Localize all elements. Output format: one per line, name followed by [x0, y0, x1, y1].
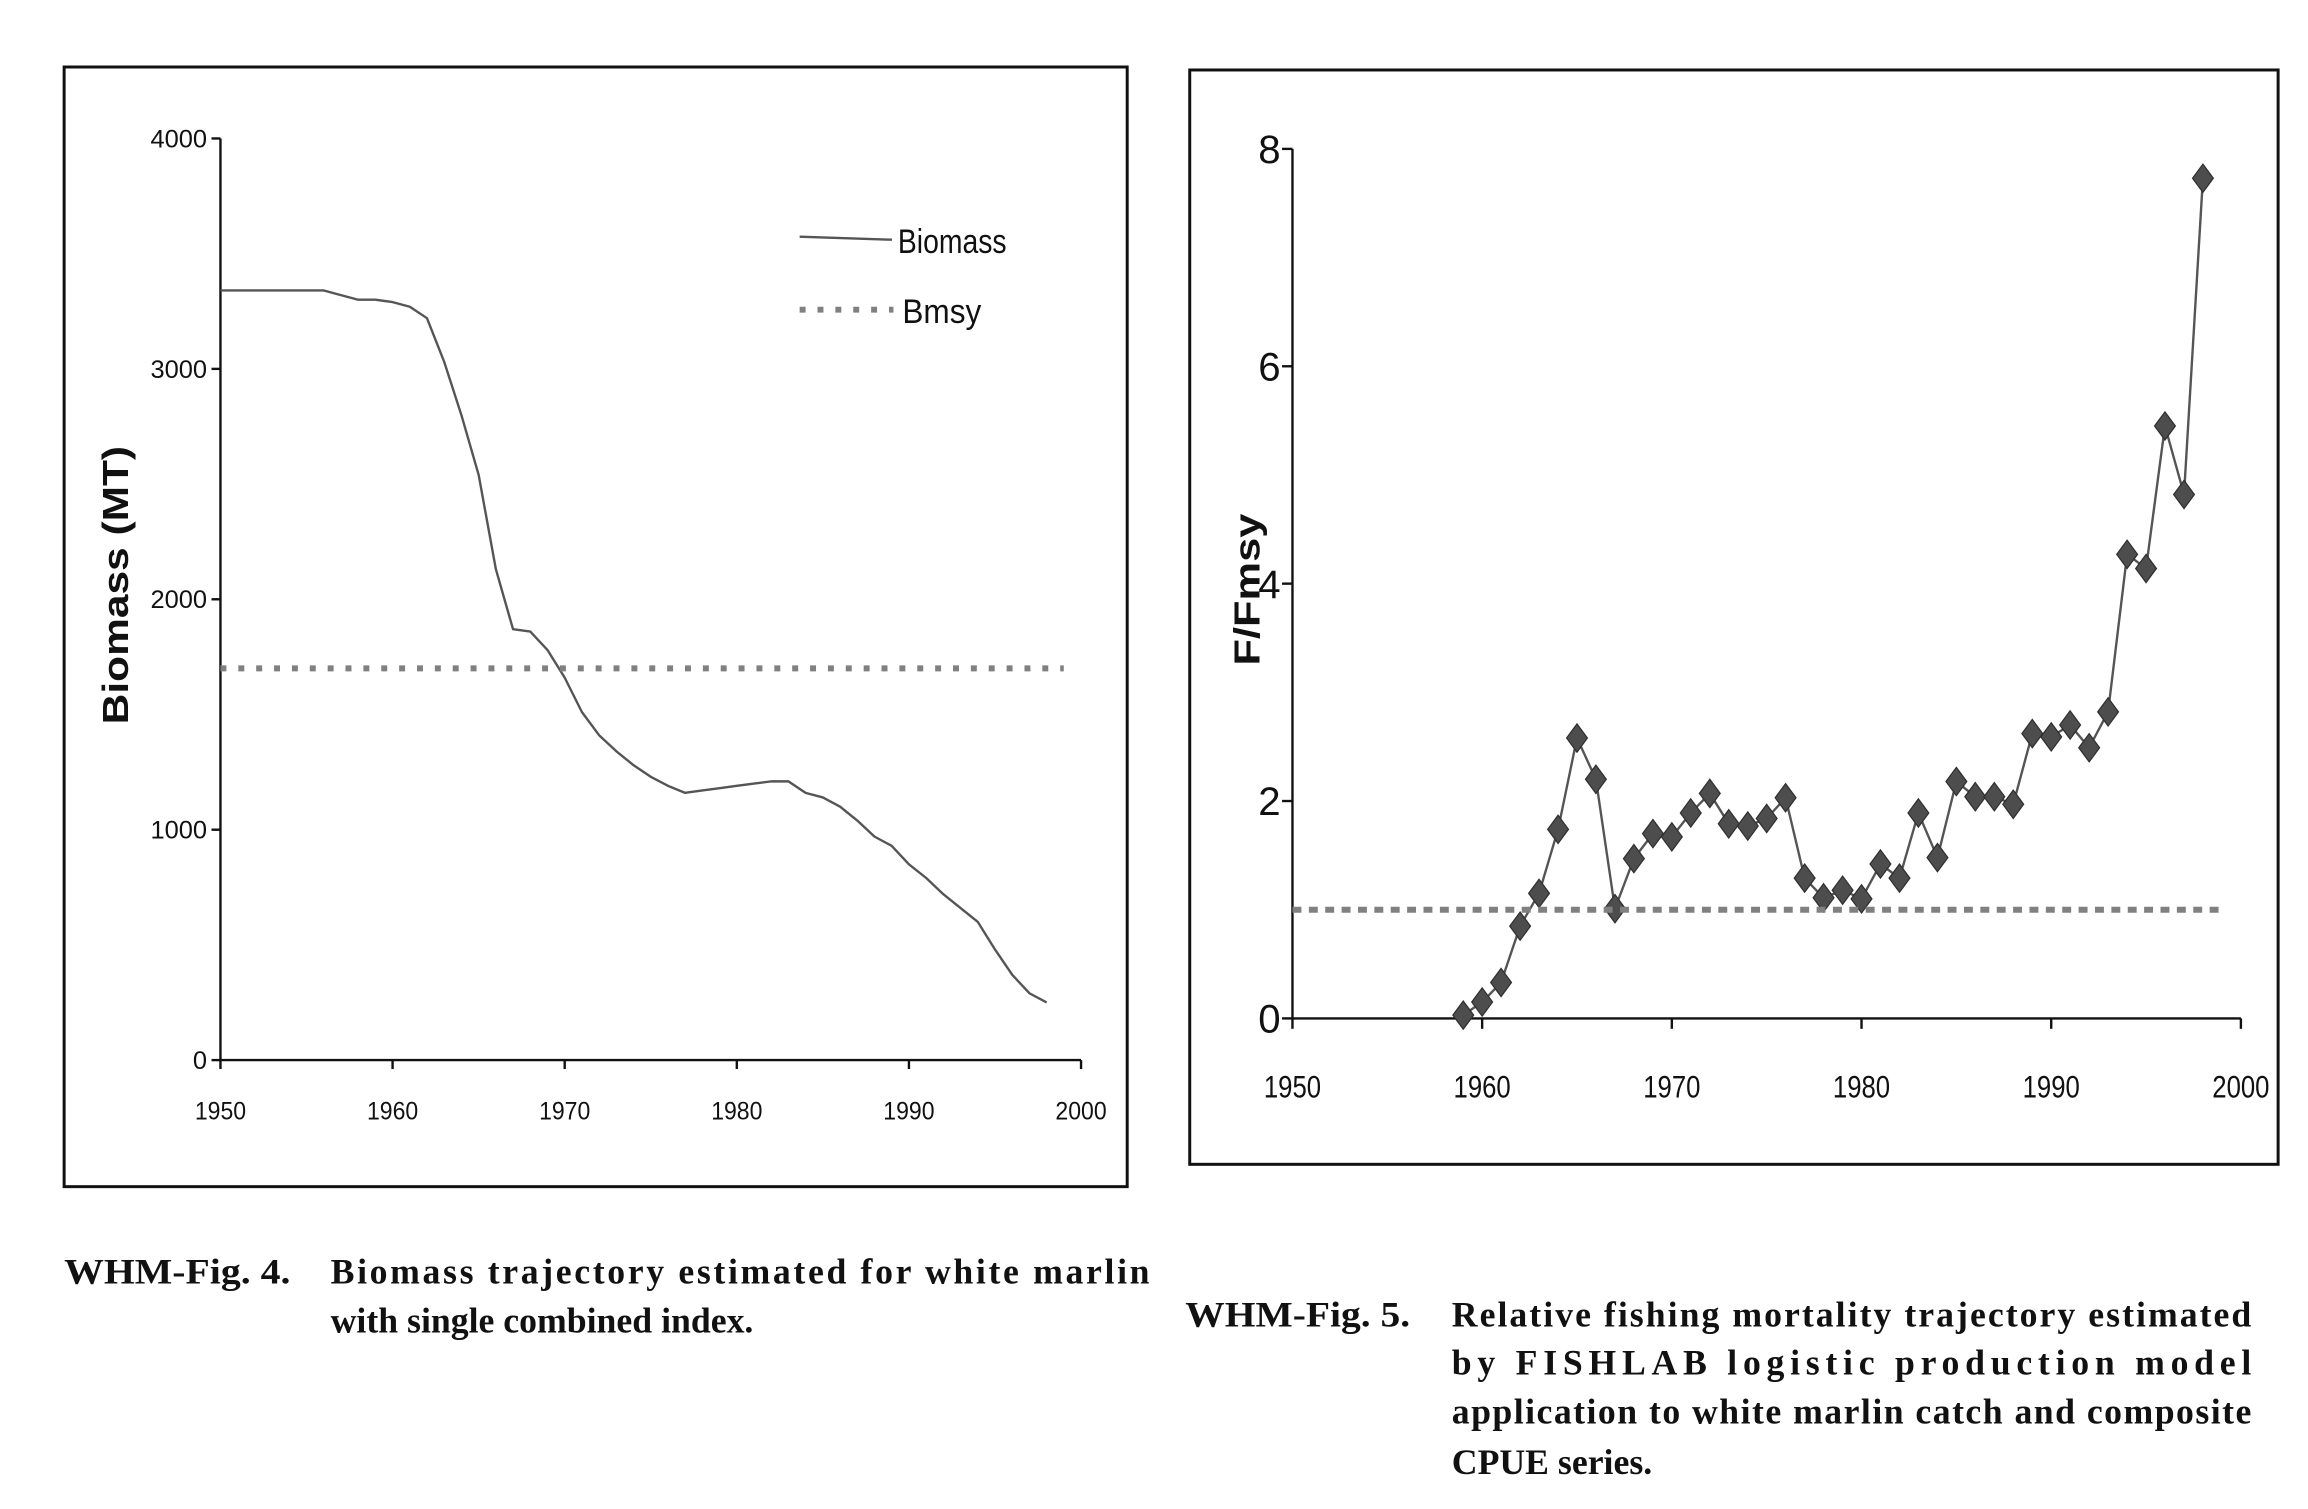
- y-tick-label: 4000: [150, 125, 207, 153]
- caption-line: CPUE series.: [1452, 1442, 1652, 1482]
- f-fmsy-line: [1462, 178, 2205, 1017]
- x-tick-label: 2000: [2212, 1069, 2269, 1104]
- data-point-marker: [1698, 778, 1721, 809]
- data-point-marker: [1622, 843, 1646, 874]
- data-point-marker: [1907, 797, 1930, 829]
- figure-4-caption: WHM-Fig. 4. Biomass trajectory estimated…: [64, 1251, 1150, 1340]
- legend-bmsy-label: Bmsy: [902, 293, 982, 331]
- y-tick-label: 2: [1258, 779, 1280, 824]
- caption-line: with single combined index.: [331, 1301, 754, 1341]
- data-point-marker: [2040, 721, 2063, 753]
- y-tick-label: 0: [1258, 997, 1280, 1042]
- y-tick-label: 6: [1258, 344, 1280, 389]
- legend-biomass-label: Biomass: [898, 223, 1007, 261]
- data-point-marker: [1584, 764, 1608, 795]
- chart-frame: [1188, 68, 2280, 1166]
- data-point-marker: [2002, 789, 2025, 820]
- data-point-marker: [1660, 821, 1684, 853]
- figure-4-panel: 4000 3000 2000 1000 0 1950 1960 1970 1980 1990 200…: [62, 65, 1129, 1189]
- caption-line: Biomass trajectory estimated for white m…: [331, 1251, 1150, 1291]
- y-tick-label: 1000: [150, 817, 207, 845]
- biomass-line: [220, 289, 1048, 1004]
- y-axis-title: Biomass (MT): [96, 446, 136, 724]
- data-point-marker: [1888, 863, 1911, 894]
- x-tick-label: 1970: [539, 1098, 590, 1126]
- data-point-marker: [1736, 810, 1759, 842]
- data-point-marker: [1565, 722, 1589, 754]
- legend-biomass-swatch: [799, 235, 892, 241]
- y-tick-label: 0: [193, 1047, 207, 1075]
- data-point-marker: [1926, 842, 1949, 873]
- x-tick-label: 1990: [2023, 1069, 2080, 1104]
- data-point-marker: [2078, 732, 2101, 763]
- data-point-marker: [1452, 999, 1475, 1031]
- x-tick-label: 1970: [1643, 1069, 1700, 1104]
- biomass-plot-area: 4000 3000 2000 1000 0 1950 1960 1970 1980 1990 200…: [150, 125, 1106, 1125]
- x-tick-label: 1980: [1833, 1069, 1890, 1104]
- data-point-marker: [2058, 709, 2082, 741]
- data-point-marker: [2153, 410, 2177, 442]
- figure-4-label: WHM-Fig. 4.: [64, 1251, 290, 1291]
- x-tick-label: 1960: [367, 1098, 418, 1126]
- y-axis-title: F/Fmsy: [1228, 514, 1268, 666]
- x-tick-label: 1950: [195, 1098, 246, 1126]
- figure-5-label: WHM-Fig. 5.: [1185, 1295, 1410, 1335]
- data-point-marker: [1869, 848, 1892, 880]
- figure-5-panel: 8 6 4 2 0 1950 1960 1970 1980 1990 2000 F/Fmsy: [1188, 68, 2280, 1166]
- data-point-marker: [1831, 875, 1854, 906]
- data-point-marker: [1641, 818, 1665, 849]
- x-tick-label: 1960: [1454, 1069, 1511, 1104]
- data-point-marker: [1983, 781, 2006, 812]
- caption-line: application to white marlin catch and co…: [1452, 1391, 2252, 1431]
- legend: Biomass Bmsy: [799, 223, 1007, 331]
- data-point-marker: [2191, 163, 2215, 194]
- data-point-marker: [1717, 808, 1740, 839]
- data-point-marker: [2115, 539, 2139, 570]
- data-point-marker: [1793, 863, 1816, 894]
- x-tick-label: 2000: [1055, 1098, 1106, 1126]
- f-fmsy-plot-area: 8 6 4 2 0 1950 1960 1970 1980 1990 2000: [1258, 127, 2269, 1104]
- data-point-marker: [2021, 718, 2044, 749]
- y-tick-label: 8: [1258, 127, 1280, 172]
- data-point-marker: [1603, 893, 1627, 924]
- data-point-marker: [2096, 696, 2120, 727]
- y-tick-label: 2000: [150, 586, 207, 614]
- data-point-marker: [2172, 479, 2196, 510]
- data-point-marker: [1850, 883, 1873, 914]
- caption-line: Relative fishing mortality trajectory es…: [1452, 1295, 2252, 1335]
- data-point-marker: [1679, 797, 1702, 829]
- x-tick-label: 1990: [883, 1098, 934, 1126]
- data-point-marker: [1489, 967, 1513, 998]
- x-tick-label: 1980: [711, 1098, 762, 1126]
- data-point-marker: [2134, 553, 2158, 584]
- data-point-marker: [1945, 766, 1968, 797]
- x-tick-label: 1950: [1264, 1069, 1321, 1104]
- y-tick-label: 3000: [150, 356, 207, 384]
- y-tick-label: 4: [1258, 562, 1280, 607]
- chart-frame: [62, 65, 1129, 1189]
- data-point-marker: [1546, 814, 1570, 845]
- data-point-marker: [1774, 782, 1797, 813]
- data-point-marker: [1964, 781, 1987, 812]
- data-point-marker: [1755, 803, 1778, 834]
- data-point-marker: [1470, 986, 1494, 1018]
- data-point-marker: [1508, 910, 1532, 942]
